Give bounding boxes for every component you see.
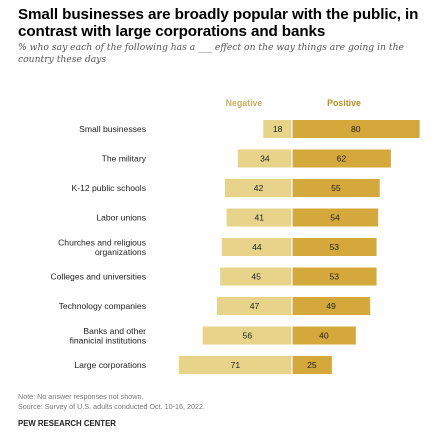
category-label: The military [102, 154, 147, 164]
value-label-positive: 40 [319, 331, 329, 341]
bar-negative [225, 179, 292, 197]
bar-negative [221, 238, 292, 256]
category-label: K-12 public schools [71, 183, 146, 193]
bar-negative [263, 120, 292, 138]
bar-positive [292, 120, 420, 138]
value-label-positive: 55 [331, 183, 341, 193]
category-label: Large corporations [74, 360, 146, 370]
value-label-positive: 62 [337, 154, 347, 164]
value-label-positive: 80 [351, 124, 361, 134]
bar-positive [292, 356, 332, 374]
value-label-negative: 41 [255, 213, 265, 223]
bar-positive [292, 179, 380, 197]
bar-positive [292, 267, 377, 286]
value-label-negative: 42 [254, 183, 264, 193]
category-label: Colleges and universities [50, 272, 146, 282]
value-label-positive: 53 [329, 272, 339, 282]
chart-subtitle: % who say each of the following has a __… [18, 42, 404, 65]
value-label-negative: 56 [243, 331, 253, 341]
bar-negative [220, 267, 292, 286]
note-text: Note: No answer responses not shown. [18, 392, 144, 401]
value-label-negative: 44 [252, 242, 262, 252]
bar-positive [292, 326, 356, 345]
category-label: Churches and religious [58, 237, 146, 247]
bar-positive [292, 238, 377, 256]
category-label: Small businesses [79, 124, 146, 134]
source-text: Source: Survey of U.S. adults conducted … [18, 402, 205, 411]
value-label-positive: 25 [307, 360, 317, 370]
value-label-negative: 47 [250, 301, 260, 311]
bar-positive [292, 149, 391, 168]
category-label: finanicial institutions [70, 335, 146, 345]
value-label-negative: 18 [273, 124, 283, 134]
value-label-positive: 49 [326, 301, 336, 311]
bar-negative [217, 297, 292, 315]
chart-notes: Note: No answer responses not shown. Sou… [18, 392, 433, 412]
bar-negative [226, 208, 292, 227]
category-label: Banks and other [83, 326, 146, 336]
chart-title: Small businesses are broadly popular wit… [18, 6, 419, 40]
category-label: Labor unions [96, 213, 146, 223]
value-label-positive: 54 [330, 213, 340, 223]
category-label: organizations [95, 247, 146, 257]
diverging-bar-chart: Negative Positive Small businesses 18 80 The … [50, 98, 420, 374]
bar-negative [237, 149, 292, 168]
category-label: Technology companies [59, 301, 146, 311]
value-label-negative: 34 [260, 154, 270, 164]
bar-negative [202, 326, 292, 345]
org-credit: PEW RESEARCH CENTER [18, 419, 116, 428]
value-label-positive: 53 [329, 242, 339, 252]
value-label-negative: 45 [251, 272, 261, 282]
header-positive: Positive [327, 98, 361, 108]
bar-positive [292, 208, 379, 227]
header-negative: Negative [226, 98, 263, 108]
bar-negative [178, 356, 292, 374]
bar-positive [292, 297, 371, 315]
value-label-negative: 71 [231, 360, 241, 370]
